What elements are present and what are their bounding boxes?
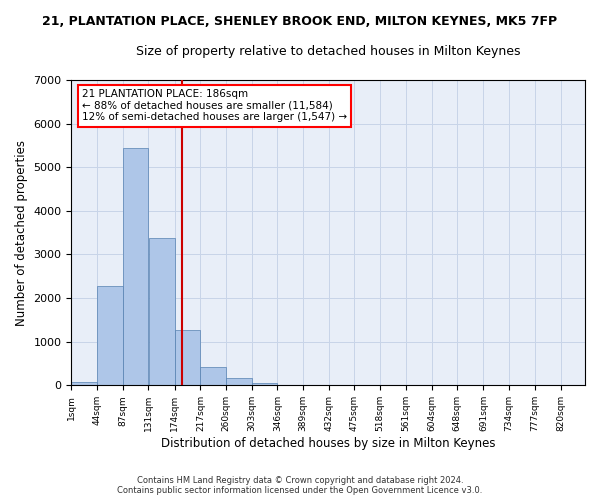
Text: 21, PLANTATION PLACE, SHENLEY BROOK END, MILTON KEYNES, MK5 7FP: 21, PLANTATION PLACE, SHENLEY BROOK END,…: [43, 15, 557, 28]
X-axis label: Distribution of detached houses by size in Milton Keynes: Distribution of detached houses by size …: [161, 437, 496, 450]
Bar: [200, 366, 226, 386]
Bar: [226, 378, 252, 386]
Title: Size of property relative to detached houses in Milton Keynes: Size of property relative to detached ho…: [136, 45, 520, 58]
Bar: [97, 286, 123, 386]
Bar: [252, 382, 277, 386]
Text: 21 PLANTATION PLACE: 186sqm
← 88% of detached houses are smaller (11,584)
12% of: 21 PLANTATION PLACE: 186sqm ← 88% of det…: [82, 89, 347, 122]
Text: Contains HM Land Registry data © Crown copyright and database right 2024.
Contai: Contains HM Land Registry data © Crown c…: [118, 476, 482, 495]
Bar: [175, 330, 200, 386]
Bar: [123, 148, 148, 386]
Y-axis label: Number of detached properties: Number of detached properties: [15, 140, 28, 326]
Bar: [149, 238, 175, 386]
Bar: [71, 382, 97, 386]
